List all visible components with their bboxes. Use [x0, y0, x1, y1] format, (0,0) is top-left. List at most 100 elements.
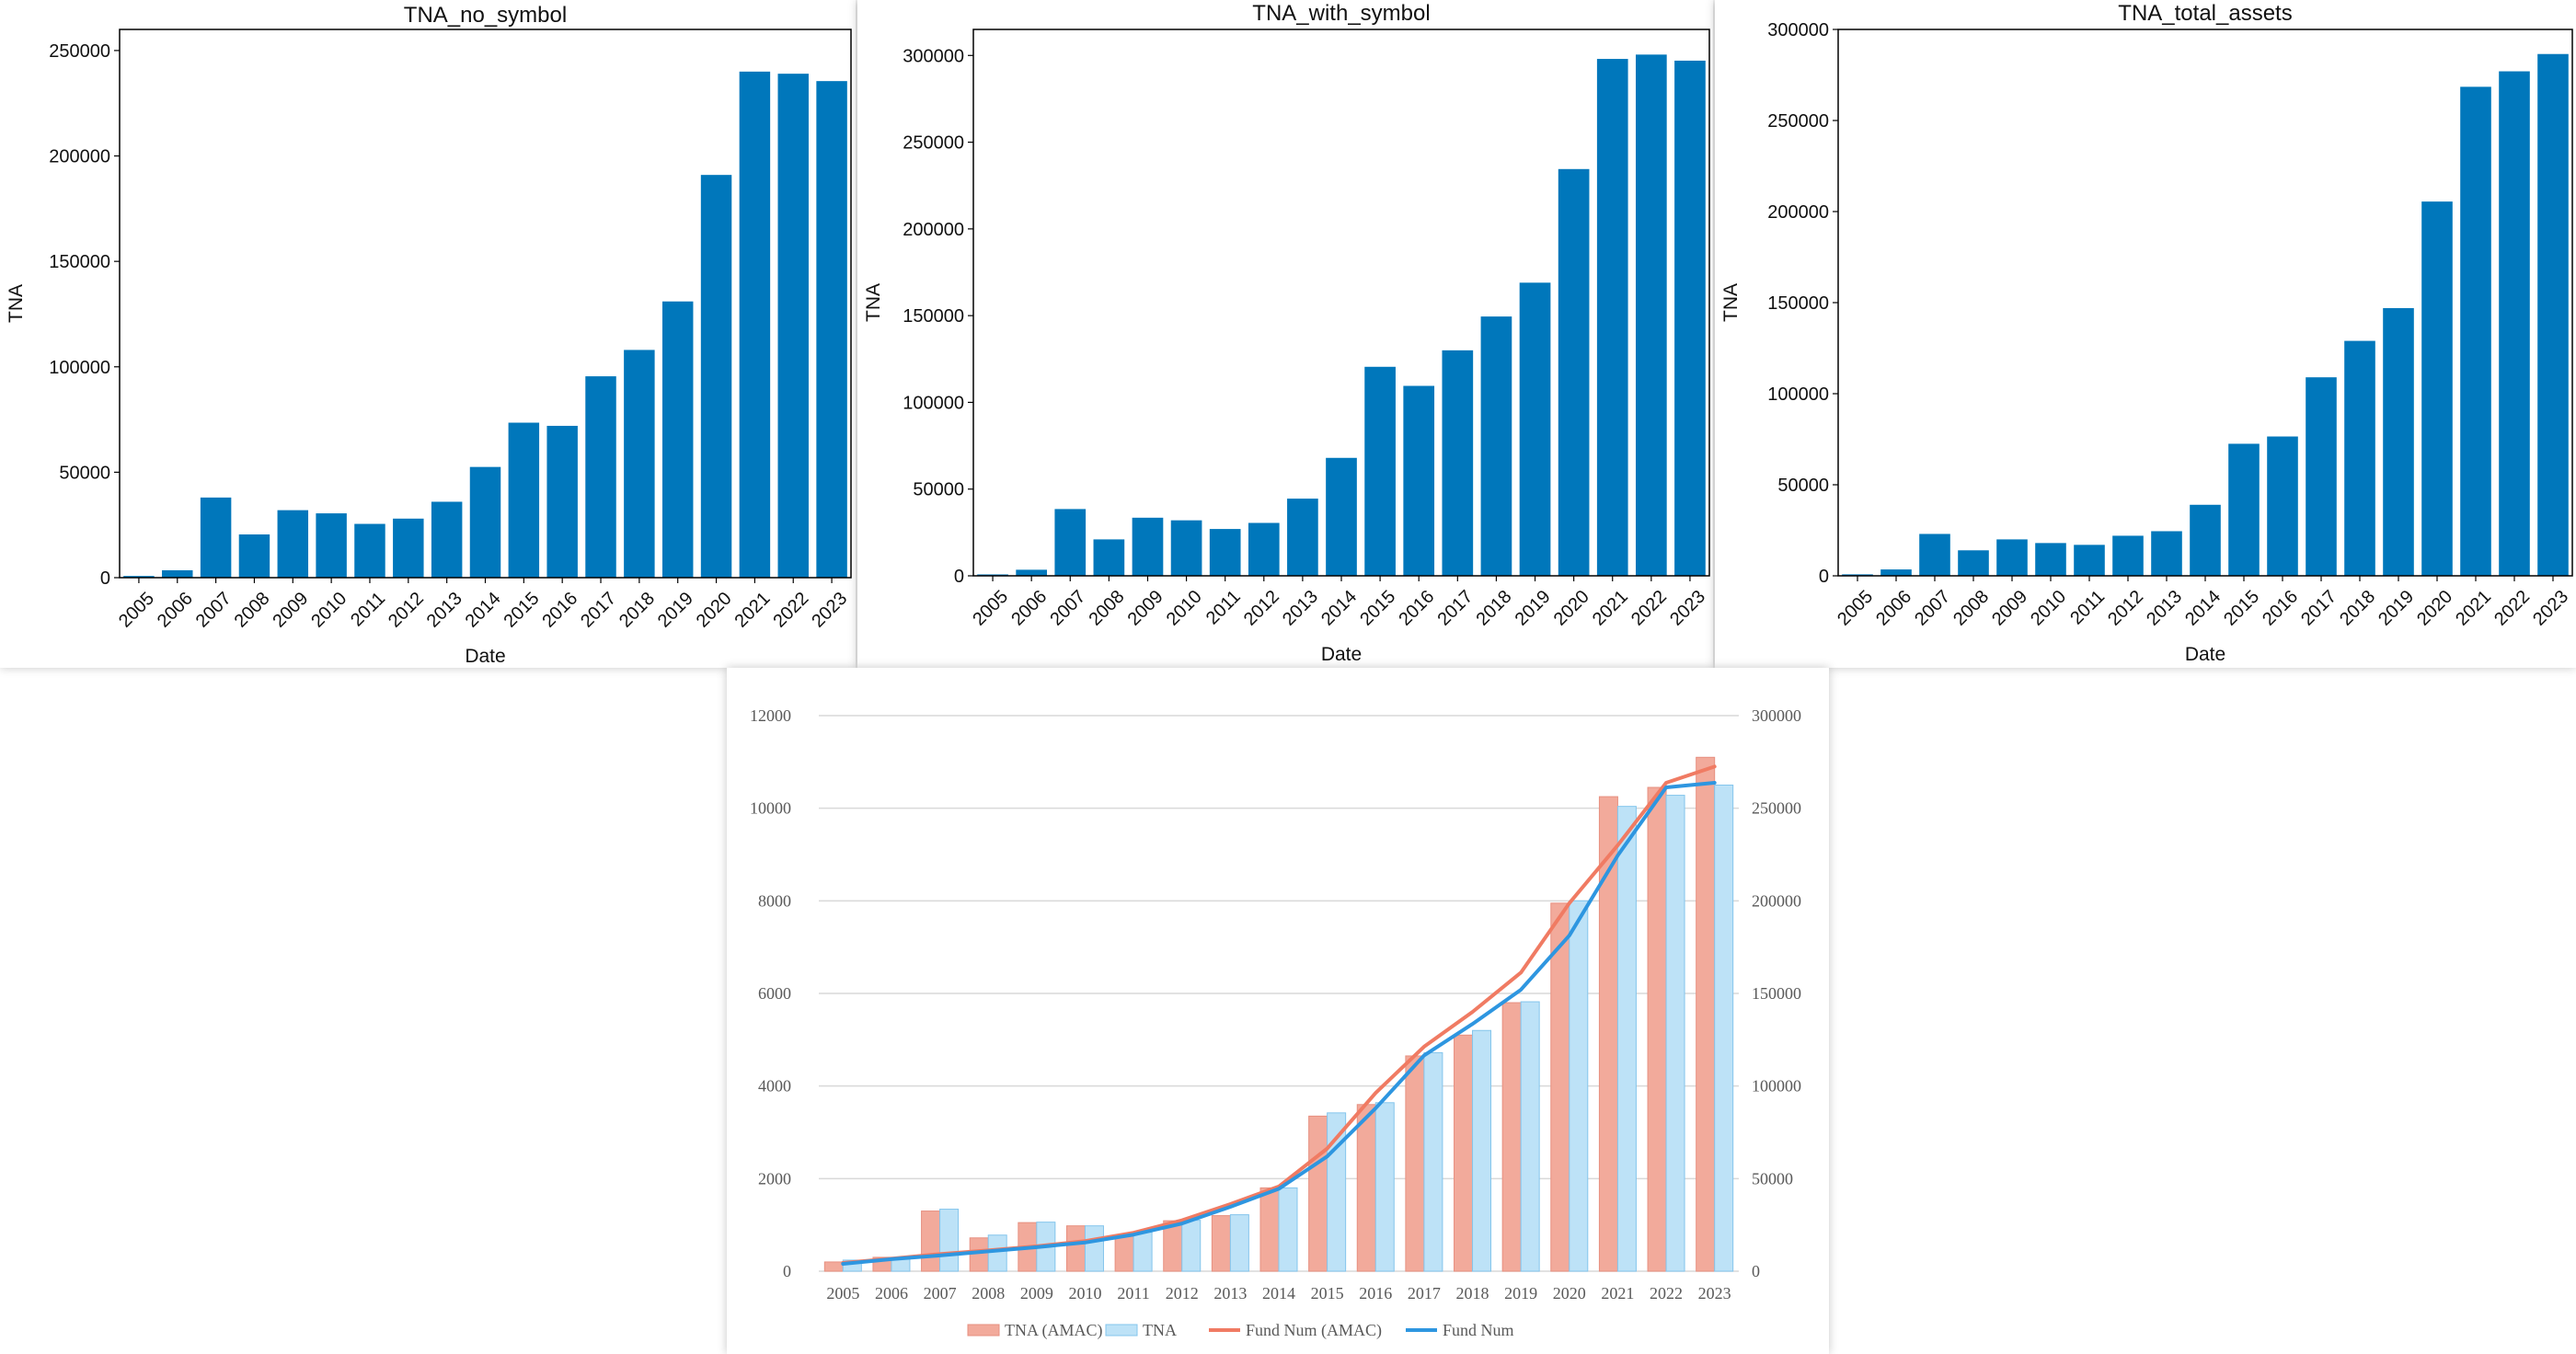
x-tick-label: 2015	[1311, 1284, 1344, 1302]
y-axis-label: TNA	[6, 284, 27, 323]
x-tick-label: 2011	[2066, 587, 2109, 629]
x-tick-label: 2011	[347, 589, 389, 631]
x-tick-label: 2006	[875, 1284, 908, 1302]
plot-frame	[119, 29, 852, 579]
right-y-tick-label: 250000	[1752, 799, 1801, 818]
x-tick-label: 2017	[577, 589, 620, 632]
bar	[1696, 756, 1716, 1272]
x-tick-label: 2010	[2027, 587, 2070, 630]
bar	[1880, 569, 1912, 576]
x-tick-label: 2014	[1317, 587, 1361, 630]
legend-label: Fund Num	[1443, 1321, 1514, 1339]
bar	[977, 574, 1008, 576]
x-axis-label: Date	[465, 646, 505, 667]
bar	[1093, 539, 1125, 576]
right-y-tick-label: 50000	[1752, 1169, 1793, 1188]
x-tick-label: 2015	[1356, 587, 1399, 630]
y-tick-label: 100000	[1767, 384, 1829, 405]
bar	[1209, 529, 1241, 576]
bar	[1278, 1187, 1298, 1272]
x-tick-label: 2016	[1395, 587, 1438, 630]
bar	[200, 497, 232, 578]
bar	[431, 501, 463, 578]
x-tick-label: 2020	[2413, 587, 2456, 630]
right-y-tick-label: 300000	[1752, 706, 1801, 725]
x-tick-label: 2012	[385, 589, 428, 632]
y-tick-label: 300000	[1767, 20, 1829, 40]
tna-no-symbol-chart: TNA_no_symbol200520062007200820092010201…	[6, 3, 852, 667]
bar	[987, 1234, 1007, 1272]
x-tick-label: 2006	[1872, 587, 1915, 630]
bar	[1442, 350, 1474, 576]
y-tick-label: 50000	[913, 480, 964, 500]
tna-total-assets-chart-panel: TNA_total_assets 2005 2006 2007 2008 2009 2010…	[1715, 0, 2576, 668]
bar	[162, 569, 193, 578]
x-tick-label: 2021	[1589, 587, 1632, 630]
bar	[1259, 1187, 1280, 1272]
x-tick-label: 2014	[2181, 587, 2225, 630]
x-tick-label: 2010	[1068, 1284, 1101, 1302]
bar	[1596, 59, 1628, 577]
x-tick-label: 2019	[2375, 587, 2418, 630]
bar	[969, 1237, 989, 1272]
tna-with-symbol-chart-panel: TNA_with_symbol 2005 2006 2007 2008 2009 2010 2…	[857, 0, 1713, 668]
y-tick-label: 200000	[1767, 202, 1829, 223]
x-tick-label: 2014	[1262, 1284, 1295, 1302]
bar	[1133, 1232, 1153, 1272]
bar	[2151, 531, 2182, 576]
x-tick-label: 2018	[1456, 1284, 1489, 1302]
legend-label: TNA (AMAC)	[1005, 1321, 1103, 1340]
x-tick-label: 2021	[2452, 587, 2495, 630]
x-axis-label: Date	[1321, 644, 1362, 665]
bar	[1308, 1115, 1328, 1272]
y-tick-label: 0	[954, 567, 964, 587]
left-y-tick-label: 12000	[750, 706, 791, 725]
x-tick-label: 2007	[192, 589, 236, 632]
bar	[238, 534, 270, 578]
y-tick-label: 200000	[903, 220, 964, 240]
x-tick-label: 2011	[1117, 1284, 1149, 1302]
tna-with-symbol-chart: TNA_with_symbol2005200620072008200920102…	[863, 1, 1710, 665]
tna-fund-num-combo-chart: 0 0 2000 50000 4000 100000 6000 150000 8000 20000…	[750, 706, 1801, 1340]
x-tick-label: 2009	[1124, 587, 1167, 630]
x-tick-label: 2016	[538, 589, 581, 632]
left-y-tick-label: 10000	[750, 799, 791, 818]
y-tick-label: 50000	[59, 463, 110, 483]
bar	[2383, 307, 2414, 576]
x-tick-label: 2017	[1408, 1284, 1441, 1302]
bar	[816, 81, 847, 578]
y-tick-label: 50000	[1777, 476, 1829, 496]
y-tick-label: 250000	[49, 41, 110, 62]
bar	[1170, 520, 1202, 576]
plot-frame	[1837, 29, 2573, 577]
bar	[1248, 522, 1280, 576]
tna-fund-num-combo-chart-panel: 0 0 2000 50000 4000 100000 6000 150000 8000 20000…	[727, 668, 1829, 1354]
bar	[1842, 574, 1873, 576]
bar	[2499, 71, 2530, 577]
bar	[1550, 902, 1570, 1272]
x-tick-label: 2005	[1834, 587, 1877, 630]
bar	[316, 513, 347, 578]
x-tick-label: 2008	[972, 1284, 1005, 1302]
bar	[1674, 60, 1706, 576]
x-tick-label: 2022	[1650, 1284, 1683, 1302]
right-y-tick-label: 150000	[1752, 984, 1801, 1003]
x-tick-label: 2005	[115, 589, 158, 632]
y-tick-label: 100000	[49, 358, 110, 378]
y-tick-label: 200000	[49, 147, 110, 167]
x-tick-label: 2019	[1512, 587, 1555, 630]
legend-label: TNA	[1143, 1321, 1177, 1339]
x-tick-label: 2006	[154, 589, 197, 632]
y-tick-label: 0	[1819, 567, 1829, 587]
x-tick-label: 2016	[1359, 1284, 1392, 1302]
chart-title: TNA_total_assets	[2118, 1, 2292, 26]
x-tick-label: 2018	[615, 589, 659, 632]
left-y-tick-label: 4000	[758, 1077, 791, 1096]
bar	[624, 350, 655, 578]
left-y-tick-label: 0	[783, 1262, 791, 1280]
bar	[1996, 539, 2028, 576]
bar	[1211, 1215, 1231, 1272]
left-y-tick-label: 6000	[758, 984, 791, 1003]
x-tick-label: 2021	[731, 589, 775, 632]
bar	[1065, 1225, 1086, 1272]
